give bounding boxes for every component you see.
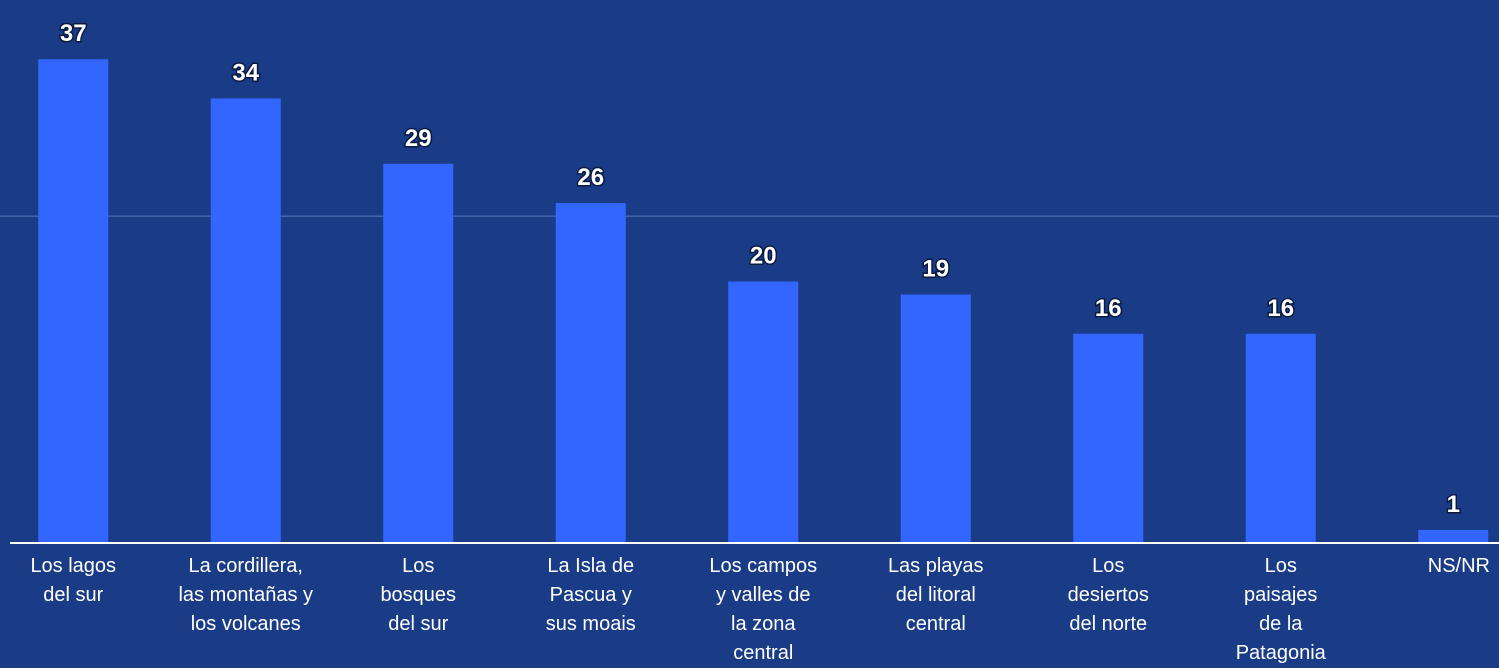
value-label: 29: [405, 125, 432, 152]
bar: [383, 163, 454, 543]
x-tick-label: Los lagos del sur: [30, 555, 117, 606]
bar: [728, 281, 799, 543]
x-tick-label: Los desiertos del norte: [1067, 555, 1149, 635]
value-label: 1: [1447, 491, 1460, 518]
value-label: 37: [60, 20, 87, 47]
value-label: 16: [1267, 295, 1294, 322]
x-tick-label: La cordillera, las montañas y los volcan…: [178, 555, 313, 635]
bar: [38, 59, 109, 543]
bar: [1073, 333, 1144, 543]
bar: [210, 98, 281, 543]
value-label: 19: [922, 256, 949, 283]
value-label: 16: [1095, 295, 1122, 322]
bar: [555, 203, 626, 544]
value-label: 34: [232, 59, 259, 86]
bar: [1418, 529, 1489, 543]
value-label: 20: [750, 243, 777, 270]
x-tick-label: Los bosques del sur: [380, 555, 457, 635]
x-tick-label: Las playas del litoral central: [887, 555, 984, 635]
x-tick-label: Los paisajes de la Patagonia: [1235, 555, 1326, 664]
x-tick-label: La Isla de Pascua y sus moais: [545, 555, 636, 635]
x-tick-label: Los campos y valles de la zona central: [709, 555, 818, 664]
x-tick-label: NS/NR: [1427, 555, 1490, 577]
value-label: 26: [577, 164, 604, 191]
bar: [900, 294, 971, 543]
bar: [1245, 333, 1316, 543]
